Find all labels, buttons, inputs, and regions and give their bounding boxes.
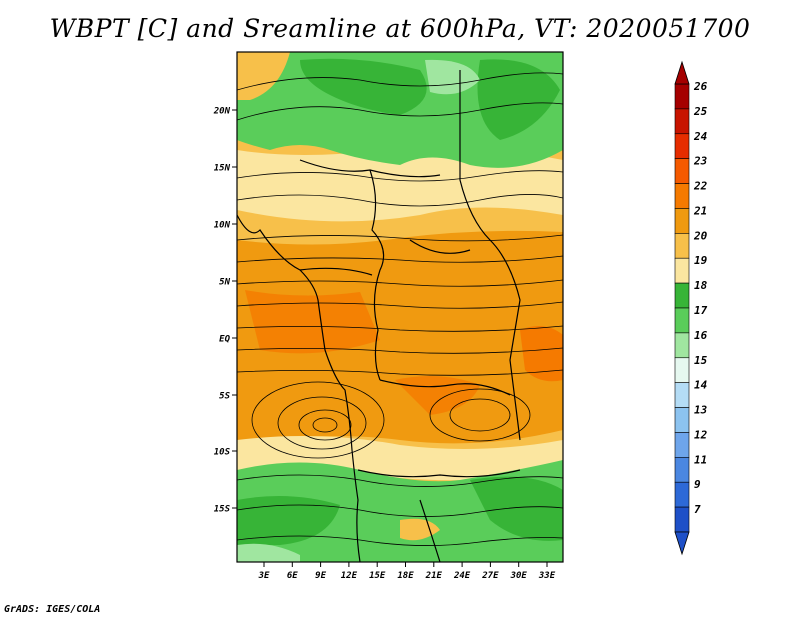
longitude-axis: 3E 6E 9E 12E 15E 18E 21E 24E 27E 30E 33E: [258, 562, 556, 581]
colorbar-segment: [674, 432, 690, 458]
colorbar-label: 21: [693, 204, 707, 217]
colorbar-label: 24: [693, 130, 708, 143]
colorbar-segment: [674, 357, 690, 383]
lon-tick-label: 12E: [341, 571, 358, 581]
map-title: WBPT [C] and Sreamline at 600hPa, VT: 20…: [49, 14, 751, 43]
colorbar-segment: [674, 407, 690, 433]
lat-tick-label: 15N: [214, 164, 231, 174]
lon-tick-label: 15E: [369, 571, 386, 581]
streamlines: [237, 72, 563, 546]
lon-tick-label: 6E: [287, 571, 298, 581]
colorbar-label: 26: [693, 80, 708, 93]
lat-tick-label: 5S: [219, 392, 230, 402]
colorbar-segment: [674, 158, 690, 184]
colorbar-bottom-arrow: [674, 531, 690, 556]
lon-tick-label: 9E: [315, 571, 326, 581]
colorbar-label: 19: [694, 254, 708, 267]
lat-tick-label: 5N: [219, 278, 230, 288]
colorbar: 26 25 24 23 22 21 20 19 18 17 16 15 14 13 12 11 9 7: [674, 60, 708, 556]
colorbar-segment: [674, 481, 690, 508]
colorbar-label: 13: [694, 404, 708, 417]
lon-tick-label: 18E: [397, 571, 414, 581]
colorbar-label: 22: [693, 180, 708, 193]
colorbar-segment: [674, 83, 690, 110]
lat-tick-label: 20N: [213, 107, 231, 117]
colorbar-label: 16: [694, 329, 708, 342]
colorbar-label: 14: [694, 379, 708, 392]
colorbar-segment: [674, 307, 690, 334]
colorbar-label: 9: [694, 478, 701, 491]
country-borders: [237, 70, 521, 562]
colorbar-top-arrow: [674, 60, 690, 85]
lon-tick-label: 27E: [481, 571, 499, 581]
colorbar-label: 25: [693, 105, 708, 118]
colorbar-segment: [674, 233, 690, 259]
colorbar-label: 23: [693, 155, 708, 168]
colorbar-label: 17: [694, 304, 708, 317]
colorbar-label: 18: [694, 279, 708, 292]
colorbar-segment: [674, 108, 690, 135]
colorbar-segment: [674, 133, 690, 159]
lat-tick-label: EQ: [219, 335, 230, 345]
colorbar-segment: [674, 208, 690, 234]
latitude-axis: 20N 15N 10N 5N EQ 5S 10S 15S: [213, 107, 237, 515]
lat-tick-label: 10N: [214, 221, 231, 231]
colorbar-segment: [674, 257, 690, 284]
colorbar-label: 11: [694, 453, 707, 466]
colorbar-label: 20: [693, 229, 708, 242]
colorbar-segment: [674, 332, 690, 359]
colorbar-segment: [674, 183, 690, 209]
lon-tick-label: 3E: [258, 571, 270, 581]
colorbar-segment: [674, 457, 690, 483]
colorbar-label: 15: [694, 354, 708, 367]
colorbar-label: 7: [694, 503, 701, 516]
colorbar-segment: [674, 282, 690, 309]
colorbar-segment: [674, 506, 690, 533]
lon-tick-label: 33E: [538, 571, 556, 581]
colorbar-label: 12: [694, 428, 708, 441]
map-frame: [236, 51, 564, 563]
lat-tick-label: 15S: [214, 505, 231, 515]
colorbar-segment: [674, 382, 690, 408]
lon-tick-label: 24E: [453, 571, 471, 581]
credit-label: GrADS: IGES/COLA: [4, 604, 101, 615]
lon-tick-label: 30E: [510, 571, 528, 581]
lat-tick-label: 10S: [214, 448, 231, 458]
lon-tick-label: 21E: [425, 571, 443, 581]
